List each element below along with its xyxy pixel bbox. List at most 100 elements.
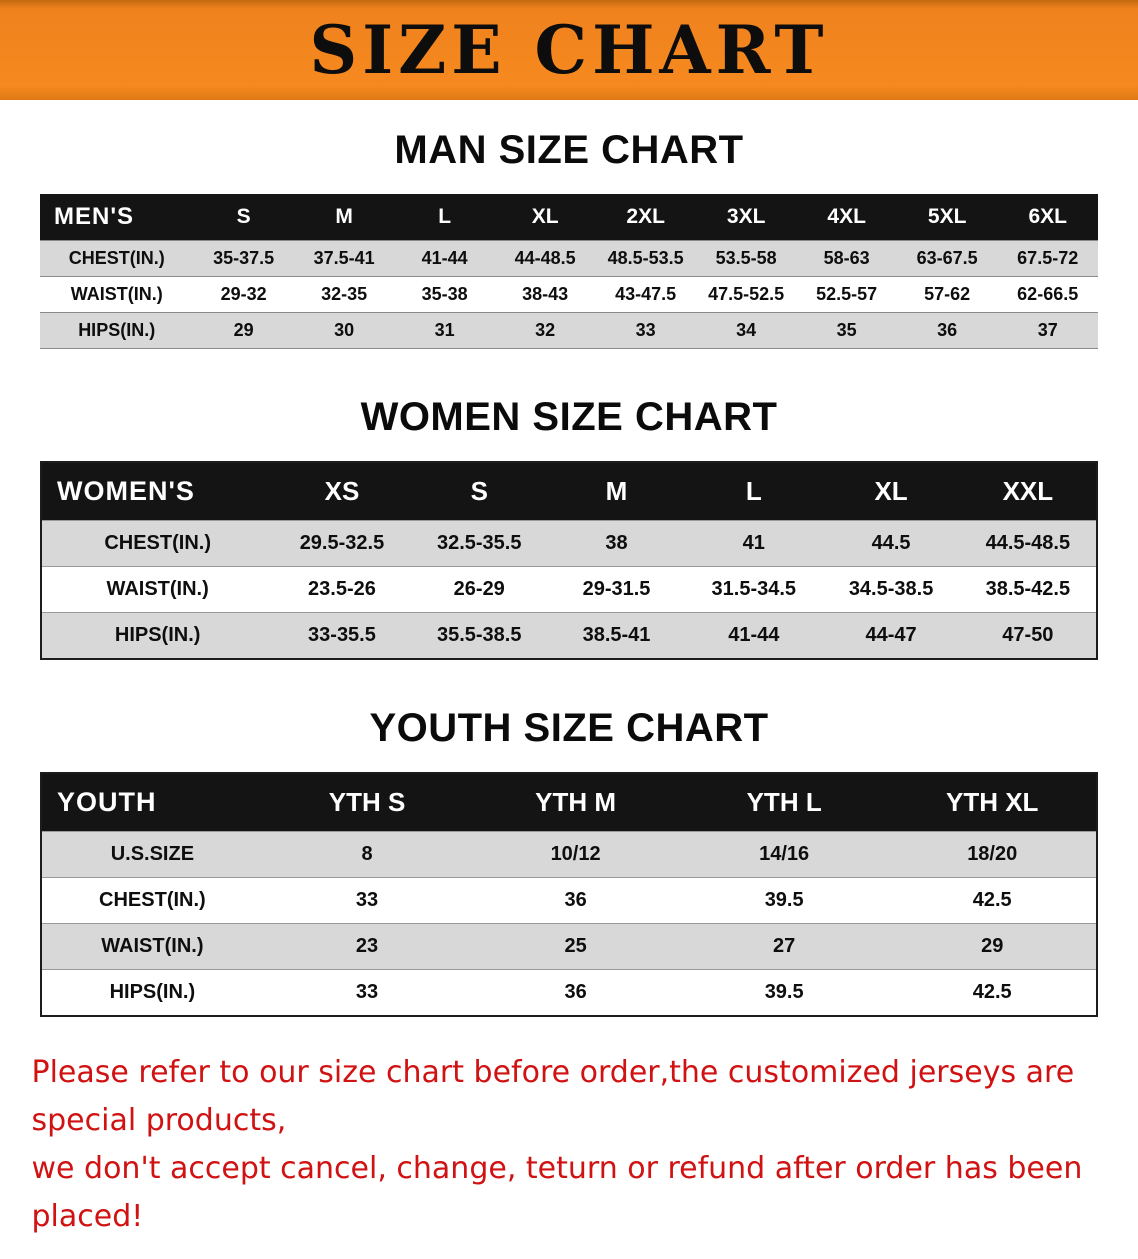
value-cell: 23.5-26 (273, 566, 411, 613)
value-cell: 29-31.5 (547, 566, 686, 613)
table-row: CHEST(IN.) 33 36 39.5 42.5 (41, 877, 1097, 924)
value-cell: 29.5-32.5 (273, 520, 411, 567)
size-header-cell: 6XL (997, 194, 1098, 241)
value-cell: 29-32 (193, 276, 294, 313)
size-header-cell: YTH M (471, 773, 680, 832)
men-size-section: MAN SIZE CHART MEN'S S M L XL 2XL 3XL 4XL 5XL 6XL… (0, 128, 1138, 349)
table-title-cell: MEN'S (40, 194, 194, 241)
disclaimer-line-1: Please refer to our size chart before or… (31, 1055, 1075, 1138)
value-cell: 38-43 (494, 276, 596, 313)
value-cell: 29 (193, 312, 294, 349)
value-cell: 44-48.5 (494, 240, 596, 277)
value-cell: 47.5-52.5 (695, 276, 797, 313)
value-cell: 23 (262, 923, 472, 970)
size-header-cell: 3XL (695, 194, 797, 241)
value-cell: 39.5 (679, 877, 889, 924)
size-chart-banner: SIZE CHART (0, 0, 1138, 100)
value-cell: 42.5 (888, 969, 1097, 1016)
value-cell: 36 (471, 877, 680, 924)
table-row: WAIST(IN.) 23.5-26 26-29 29-31.5 31.5-34.5 34… (41, 566, 1097, 613)
youth-size-section: YOUTH SIZE CHART YOUTH YTH S YTH M YTH L YTH… (0, 706, 1138, 1017)
size-header-cell: 5XL (896, 194, 998, 241)
row-label-cell: CHEST(IN.) (40, 240, 194, 277)
table-title-cell: YOUTH (41, 773, 263, 832)
youth-size-table: YOUTH YTH S YTH M YTH L YTH XL U.S.SIZE 8 10/12… (40, 772, 1098, 1017)
value-cell: 62-66.5 (997, 276, 1098, 313)
value-cell: 10/12 (471, 831, 680, 878)
row-label-cell: CHEST(IN.) (41, 877, 263, 924)
size-header-cell: YTH XL (888, 773, 1097, 832)
value-cell: 37 (997, 312, 1098, 349)
row-label-cell: WAIST(IN.) (41, 566, 274, 613)
value-cell: 8 (262, 831, 472, 878)
value-cell: 42.5 (888, 877, 1097, 924)
value-cell: 14/16 (679, 831, 889, 878)
value-cell: 32.5-35.5 (410, 520, 548, 567)
value-cell: 67.5-72 (997, 240, 1098, 277)
value-cell: 38 (547, 520, 686, 567)
value-cell: 27 (679, 923, 889, 970)
value-cell: 44-47 (822, 612, 960, 659)
value-cell: 41-44 (394, 240, 495, 277)
value-cell: 41-44 (685, 612, 823, 659)
value-cell: 32-35 (293, 276, 395, 313)
table-header-row: MEN'S S M L XL 2XL 3XL 4XL 5XL 6XL (40, 194, 1098, 241)
value-cell: 47-50 (959, 612, 1097, 659)
banner-title: SIZE CHART (309, 11, 829, 89)
table-title-cell: WOMEN'S (41, 462, 274, 521)
women-size-section: WOMEN SIZE CHART WOMEN'S XS S M L XL XXL CHEST(… (0, 395, 1138, 660)
size-header-cell: YTH S (262, 773, 472, 832)
table-row: CHEST(IN.) 35-37.5 37.5-41 41-44 44-48.5 48.5… (40, 240, 1098, 277)
table-row: HIPS(IN.) 33-35.5 35.5-38.5 38.5-41 41-44 44-… (41, 612, 1097, 659)
women-size-table: WOMEN'S XS S M L XL XXL CHEST(IN.) 29.5-32.5 32.5… (40, 461, 1098, 660)
youth-section-heading: YOUTH SIZE CHART (369, 706, 769, 750)
table-row: HIPS(IN.) 33 36 39.5 42.5 (41, 969, 1097, 1016)
value-cell: 38.5-41 (547, 612, 686, 659)
size-header-cell: XL (822, 462, 960, 521)
value-cell: 53.5-58 (695, 240, 797, 277)
value-cell: 48.5-53.5 (595, 240, 696, 277)
size-header-cell: XXL (959, 462, 1097, 521)
table-row: HIPS(IN.) 29 30 31 32 33 34 35 36 37 (40, 312, 1098, 349)
value-cell: 36 (896, 312, 998, 349)
women-section-heading: WOMEN SIZE CHART (360, 395, 778, 439)
row-label-cell: WAIST(IN.) (41, 923, 263, 970)
size-header-cell: S (410, 462, 548, 521)
value-cell: 57-62 (896, 276, 998, 313)
table-header-row: YOUTH YTH S YTH M YTH L YTH XL (41, 773, 1097, 832)
value-cell: 35-38 (394, 276, 495, 313)
value-cell: 39.5 (679, 969, 889, 1016)
value-cell: 43-47.5 (595, 276, 696, 313)
disclaimer: Please refer to our size chart before or… (32, 1049, 1107, 1241)
value-cell: 33 (595, 312, 696, 349)
value-cell: 18/20 (888, 831, 1097, 878)
size-header-cell: 4XL (796, 194, 897, 241)
disclaimer-line-2: we don't accept cancel, change, teturn o… (31, 1151, 1083, 1234)
size-header-cell: XS (273, 462, 411, 521)
size-header-cell: L (394, 194, 495, 241)
value-cell: 32 (494, 312, 596, 349)
value-cell: 33 (262, 969, 472, 1016)
men-size-table: MEN'S S M L XL 2XL 3XL 4XL 5XL 6XL CHEST(IN.) 35-37… (40, 194, 1098, 349)
value-cell: 35 (796, 312, 897, 349)
table-row: WAIST(IN.) 23 25 27 29 (41, 923, 1097, 970)
size-header-cell: 2XL (595, 194, 696, 241)
value-cell: 35-37.5 (193, 240, 294, 277)
value-cell: 38.5-42.5 (959, 566, 1097, 613)
table-row: WAIST(IN.) 29-32 32-35 35-38 38-43 43-47.5 47.… (40, 276, 1098, 313)
size-header-cell: S (193, 194, 294, 241)
value-cell: 44.5-48.5 (959, 520, 1097, 567)
table-row: CHEST(IN.) 29.5-32.5 32.5-35.5 38 41 44.5 44.5… (41, 520, 1097, 567)
size-header-cell: YTH L (679, 773, 889, 832)
value-cell: 34 (695, 312, 797, 349)
value-cell: 25 (471, 923, 680, 970)
size-header-cell: M (547, 462, 686, 521)
size-header-cell: XL (494, 194, 596, 241)
value-cell: 33-35.5 (273, 612, 411, 659)
value-cell: 29 (888, 923, 1097, 970)
value-cell: 26-29 (410, 566, 548, 613)
row-label-cell: HIPS(IN.) (41, 612, 274, 659)
value-cell: 31 (394, 312, 495, 349)
value-cell: 44.5 (822, 520, 960, 567)
row-label-cell: WAIST(IN.) (40, 276, 194, 313)
